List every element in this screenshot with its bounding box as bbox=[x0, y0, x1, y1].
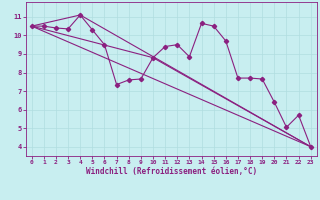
X-axis label: Windchill (Refroidissement éolien,°C): Windchill (Refroidissement éolien,°C) bbox=[86, 167, 257, 176]
